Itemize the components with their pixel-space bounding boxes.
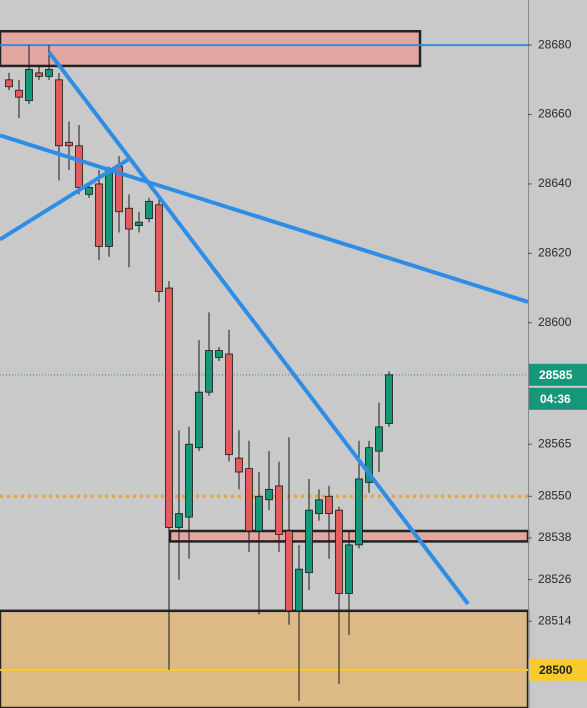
- candle-body: [105, 169, 113, 247]
- candle-body: [245, 468, 253, 532]
- trend-line: [47, 50, 470, 606]
- candle-body: [25, 69, 33, 102]
- y-tick-label: 28680: [538, 37, 572, 51]
- candle-body: [235, 457, 243, 473]
- candle-body: [175, 513, 183, 528]
- candle-body: [55, 79, 63, 147]
- candle-body: [225, 353, 233, 456]
- candle-body: [295, 568, 303, 612]
- candle-body: [165, 287, 173, 528]
- candle-body: [345, 544, 353, 594]
- candle-body: [265, 488, 273, 501]
- candle-body: [45, 69, 53, 77]
- zone: [0, 29, 422, 68]
- y-tick-label: 28538: [538, 530, 572, 544]
- y-tick-label: 28565: [538, 436, 572, 450]
- candle-body: [275, 485, 283, 535]
- candle-body: [135, 221, 143, 226]
- countdown: 04:36: [540, 392, 571, 406]
- y-tick-label: 28526: [538, 572, 572, 586]
- candle-body: [335, 509, 343, 594]
- candle-body: [15, 89, 23, 98]
- candle-body: [95, 183, 103, 247]
- candle-body: [355, 478, 363, 546]
- zone: [0, 609, 530, 708]
- candle-body: [365, 447, 373, 483]
- candle-body: [185, 443, 193, 518]
- candle-body: [215, 350, 223, 358]
- y-tick-label: 28640: [538, 176, 572, 190]
- y-tick-label: 28600: [538, 315, 572, 329]
- candle-body: [205, 350, 213, 393]
- candle-body: [315, 499, 323, 515]
- candle-body: [155, 204, 163, 292]
- y-tick-label: 28550: [538, 488, 572, 502]
- candle-body: [375, 426, 383, 452]
- y-tick-label: 28620: [538, 246, 572, 260]
- candle-body: [325, 495, 333, 515]
- trend-line: [0, 133, 529, 304]
- candle-body: [5, 79, 13, 88]
- price-badge: [529, 658, 587, 681]
- y-tick-label: 28514: [538, 613, 572, 627]
- countdown-badge: [529, 387, 587, 410]
- trend-line: [0, 157, 130, 242]
- candle-body: [65, 141, 73, 147]
- candle-body: [255, 495, 263, 532]
- candle-body: [195, 391, 203, 449]
- price-badge-label: 28500: [539, 663, 573, 677]
- candle-body: [35, 72, 43, 77]
- y-tick-label: 28660: [538, 107, 572, 121]
- candle-body: [305, 509, 313, 574]
- candle-body: [125, 207, 133, 230]
- candle-body: [145, 200, 153, 220]
- candle-body: [385, 374, 393, 424]
- candle-body: [85, 187, 93, 195]
- candle-body: [75, 145, 83, 188]
- price-badge: [529, 363, 587, 386]
- price-badge-label: 28585: [539, 368, 573, 382]
- candle-body: [285, 530, 293, 612]
